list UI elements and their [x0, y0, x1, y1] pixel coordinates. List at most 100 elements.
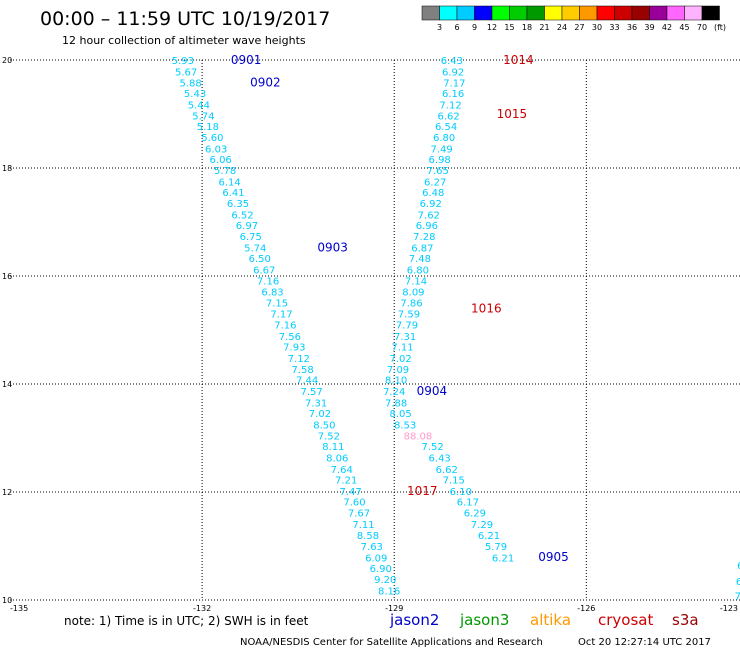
y-tick-label: 16 — [2, 272, 12, 281]
data-point-label: 6.54 — [435, 122, 457, 133]
footer-note: note: 1) Time is in UTC; 2) SWH is in fe… — [64, 614, 309, 628]
data-point-label: 7.49 — [430, 145, 452, 156]
axis-ticks: 20 18 16 14 12 10-135 -132 -129 -126 -123 — [2, 56, 738, 613]
data-point-label: 7.31 — [305, 398, 327, 409]
data-point-label: 8.53 — [394, 421, 416, 432]
legend-unit: (ft) — [714, 23, 726, 32]
data-point-label: 6.75 — [240, 232, 262, 243]
chart-title: 00:00 – 11:59 UTC 10/19/2017 — [40, 8, 330, 30]
data-point-label: 7.62 — [418, 210, 440, 221]
color-legend: 3 6 9 12 15 18 21 24 27 30 33 36 39 42 45 70 — [421, 5, 720, 32]
data-point-label: 6.98 — [429, 155, 451, 166]
legend-tick-label: 15 — [504, 23, 514, 32]
legend-swatch — [631, 5, 650, 21]
data-point-label: 7.88 — [385, 398, 407, 409]
track-time-label: 1017 — [407, 484, 438, 498]
data-point-label: 8.16 — [378, 586, 400, 597]
legend-tick-label: 36 — [627, 23, 637, 32]
legend-tick-label: 24 — [557, 23, 567, 32]
track-time-label: 0905 — [538, 550, 569, 564]
legend-tick-label: 70 — [697, 23, 707, 32]
legend-tick-label: 45 — [679, 23, 689, 32]
x-tick-label: -132 — [193, 604, 211, 613]
legend-tick-label: 33 — [609, 23, 619, 32]
data-point-label: 6.43 — [441, 56, 463, 67]
footer-timestamp: Oct 20 12:27:14 UTC 2017 — [578, 637, 711, 648]
data-point-label: 7.28 — [413, 232, 435, 243]
data-point-label: 6.90 — [370, 564, 392, 575]
data-point-label: 7.09 — [387, 365, 409, 376]
data-point-label: 7.57 — [300, 387, 322, 398]
data-point-label: 6.29 — [464, 509, 486, 520]
data-point-label: 7.24 — [383, 387, 405, 398]
legend-tick-label: 21 — [539, 23, 549, 32]
data-point-label: 6. — [736, 577, 740, 588]
data-point-label: 7.02 — [309, 409, 331, 420]
legend-swatch — [474, 5, 493, 21]
y-tick-label: 20 — [2, 56, 12, 65]
data-point-label: 7.17 — [270, 309, 292, 320]
legend-swatch — [701, 5, 720, 21]
data-point-label: 6.21 — [478, 531, 500, 542]
legend-tick-label: 9 — [472, 23, 477, 32]
chart-subtitle: 12 hour collection of altimeter wave hei… — [62, 34, 306, 47]
data-point-label: 7.15 — [443, 476, 465, 487]
data-point-label: 5.93 — [172, 56, 194, 67]
data-point-label: 6.62 — [436, 465, 458, 476]
track-time-label: 0903 — [317, 240, 348, 254]
legend-swatch — [526, 5, 545, 21]
data-point-label: 7.11 — [391, 343, 413, 354]
data-point-label: 6.21 — [492, 553, 514, 564]
legend-tick-label: 27 — [574, 23, 584, 32]
satellite-name-cryosat: cryosat — [598, 611, 653, 629]
data-point-label: 7.02 — [389, 354, 411, 365]
legend-tick-label: 6 — [454, 23, 459, 32]
data-point-label: 7.79 — [396, 321, 418, 332]
data-point-label: 8.09 — [402, 288, 424, 299]
data-point-label: 7.17 — [443, 79, 465, 90]
legend-swatch — [509, 5, 528, 21]
data-point-label: 5.74 — [244, 243, 266, 254]
data-point-label: 7.48 — [409, 254, 431, 265]
data-point-label: 5.60 — [201, 133, 223, 144]
track-time-label: 0902 — [250, 76, 281, 90]
data-point-label: 8.11 — [322, 442, 344, 453]
data-point-label: 9.20 — [374, 575, 396, 586]
satellite-name-altika: altika — [530, 611, 571, 629]
data-point-label: 6.10 — [450, 487, 472, 498]
data-point-label: 8.05 — [389, 409, 411, 420]
legend-tick-label: 30 — [592, 23, 602, 32]
data-point-label: 7.93 — [283, 343, 305, 354]
data-point-label: 8.10 — [385, 376, 407, 387]
data-point-label: 7.12 — [288, 354, 310, 365]
data-point-label: 7.16 — [257, 276, 279, 287]
data-point-label: 7.11 — [352, 520, 374, 531]
legend-tick-label: 12 — [487, 23, 497, 32]
satellite-name-s3a: s3a — [672, 611, 699, 629]
data-point-label: 6.80 — [407, 266, 429, 277]
data-point-label: 7.14 — [405, 276, 427, 287]
data-point-label: 5.18 — [197, 122, 219, 133]
data-point-label: 6.83 — [261, 288, 283, 299]
legend-swatch — [579, 5, 598, 21]
data-point-label: 7.21 — [335, 476, 357, 487]
data-point-label: 5.79 — [485, 542, 507, 553]
data-point-label: 6.48 — [422, 188, 444, 199]
data-point-label: 7.63 — [361, 542, 383, 553]
track-time-label: 0901 — [231, 53, 262, 67]
satellite-name-jason2: jason2 — [389, 611, 439, 629]
x-tick-label: -126 — [577, 604, 595, 613]
data-point-label: 6.27 — [424, 178, 446, 189]
legend-tick-label: 42 — [662, 23, 672, 32]
data-point-label: 8.58 — [357, 531, 379, 542]
data-point-label: 7.59 — [398, 309, 420, 320]
data-point-label: 6.96 — [416, 221, 438, 232]
data-point-label: 7.64 — [331, 465, 353, 476]
data-point-label: 6.92 — [442, 67, 464, 78]
legend-swatch — [561, 5, 580, 21]
legend-swatch — [649, 5, 668, 21]
data-point-label: 7.52 — [318, 431, 340, 442]
data-point-label: 6.14 — [219, 178, 241, 189]
